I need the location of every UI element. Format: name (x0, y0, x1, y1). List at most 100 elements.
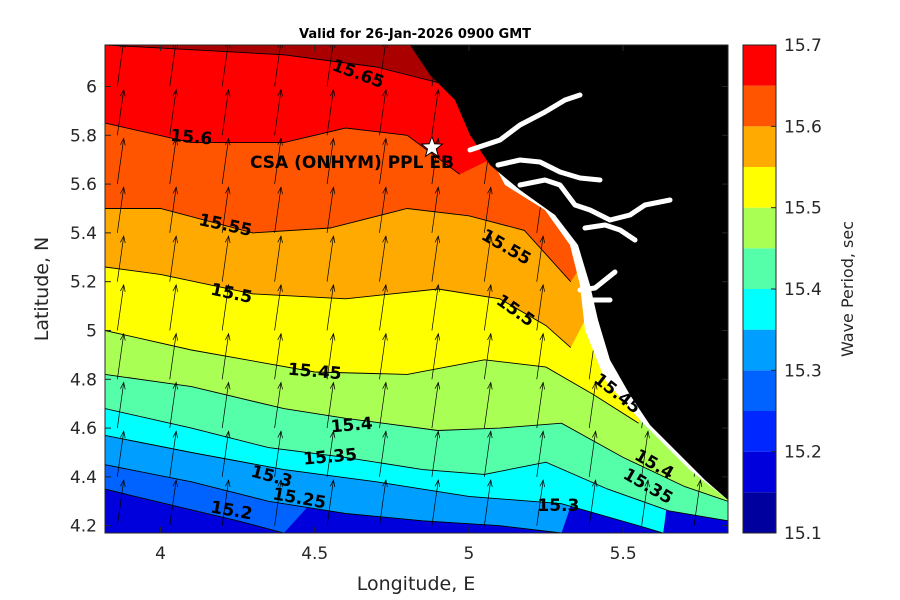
direction-arrow (221, 88, 231, 136)
direction-arrow (588, 479, 598, 526)
direction-arrow (274, 332, 283, 380)
direction-arrow (169, 186, 178, 233)
direction-arrow (116, 332, 126, 380)
direction-arrow (326, 430, 336, 477)
direction-arrow (431, 332, 441, 380)
direction-arrow (274, 283, 283, 331)
direction-arrow (326, 332, 336, 380)
direction-arrow (536, 381, 545, 429)
colorbar-tick-label: 15.5 (784, 199, 822, 219)
direction-arrow (379, 283, 388, 331)
direction-arrow (116, 479, 126, 526)
direction-arrow (116, 137, 126, 185)
direction-arrow (379, 381, 388, 429)
colorbar-segment (743, 126, 776, 167)
direction-arrow (694, 45, 695, 46)
plot-frame (104, 44, 729, 534)
direction-arrow (169, 235, 178, 282)
site-label: CSA (ONHYM) PPL EB (250, 153, 454, 173)
direction-arrow (484, 186, 493, 233)
contour-label: 15.35 (302, 445, 357, 470)
direction-arrow (221, 137, 231, 185)
river-1 (495, 157, 603, 183)
direction-arrow (641, 45, 642, 46)
y-tick-label: 5.2 (70, 273, 97, 293)
x-tick-label: 4 (155, 544, 166, 564)
direction-arrow (169, 137, 178, 185)
colorbar-segment (743, 451, 776, 493)
colorbar (742, 44, 777, 534)
direction-arrow (169, 88, 178, 136)
direction-arrow (326, 88, 336, 136)
y-tick-label: 5.6 (70, 175, 97, 195)
colorbar-segment (743, 370, 776, 411)
x-axis-label: Longitude, E (357, 573, 476, 595)
direction-arrow (588, 381, 598, 429)
river-4 (577, 269, 618, 293)
x-tick-label: 5 (464, 544, 475, 564)
direction-arrow (221, 381, 231, 429)
colorbar-segment (743, 329, 776, 371)
y-tick-label: 5 (86, 321, 97, 341)
direction-arrow (169, 332, 178, 380)
colorbar-ticks: 15.1 15.2 15.3 15.4 15.5 15.6 15.7 (771, 36, 822, 544)
x-tick-label: 4.5 (301, 544, 328, 564)
contour-15.4 (105, 373, 728, 502)
river-3 (582, 222, 638, 243)
colorbar-segment (743, 167, 776, 208)
direction-arrow (116, 381, 126, 429)
colorbar-tick-label: 15.4 (784, 280, 822, 300)
direction-arrow (274, 430, 283, 477)
colorbar-segment (743, 248, 776, 289)
direction-arrow (221, 235, 231, 282)
direction-arrow (221, 283, 231, 331)
chart-title: Valid for 26-Jan-2026 0900 GMT (299, 27, 531, 42)
direction-arrow (431, 283, 441, 331)
direction-arrow (431, 479, 441, 526)
direction-arrow (326, 137, 336, 185)
contour-label: 15.4 (330, 414, 374, 438)
direction-arrow (326, 186, 336, 233)
contour-15.45 (105, 330, 639, 424)
colorbar-segment (743, 85, 776, 127)
direction-arrow (169, 283, 178, 331)
direction-arrow (326, 381, 336, 429)
direction-arrow (484, 332, 493, 380)
direction-arrow (169, 45, 171, 46)
direction-arrow (169, 381, 178, 429)
direction-arrow (116, 283, 126, 331)
direction-arrow (536, 283, 545, 331)
colorbar-segment (743, 207, 776, 249)
y-axis-ticks: 4.2 4.4 4.6 4.8 5 5.2 5.4 5.6 5.8 6 (70, 77, 728, 537)
star-icon (420, 135, 444, 158)
direction-arrow (641, 479, 650, 526)
direction-arrow (641, 430, 650, 477)
direction-arrow (589, 45, 590, 46)
colorbar-segment (743, 289, 776, 330)
y-axis-label: Latitude, N (31, 237, 53, 342)
direction-arrow (116, 186, 126, 233)
direction-arrow (379, 479, 388, 526)
contour-label: 15.6 (170, 126, 214, 150)
direction-arrow (274, 235, 283, 282)
direction-arrow (169, 430, 178, 477)
y-tick-label: 4.6 (70, 419, 97, 439)
landmass (410, 45, 728, 500)
x-tick-label: 5.5 (610, 544, 637, 564)
direction-arrow (431, 88, 441, 136)
direction-arrow (588, 430, 598, 477)
direction-arrow (431, 186, 441, 233)
y-tick-label: 6 (86, 77, 97, 97)
contour-15.55 (105, 208, 572, 283)
direction-arrow (536, 45, 538, 46)
direction-arrow (116, 88, 126, 136)
contour-15.25 (105, 464, 562, 533)
site-marker (420, 135, 444, 158)
direction-arrow (221, 479, 231, 526)
direction-arrow (274, 186, 283, 233)
direction-arrow (221, 332, 231, 380)
colorbar-label: Wave Period, sec (838, 221, 857, 357)
colorbar-tick-label: 15.1 (784, 524, 822, 544)
direction-arrow (326, 479, 336, 526)
